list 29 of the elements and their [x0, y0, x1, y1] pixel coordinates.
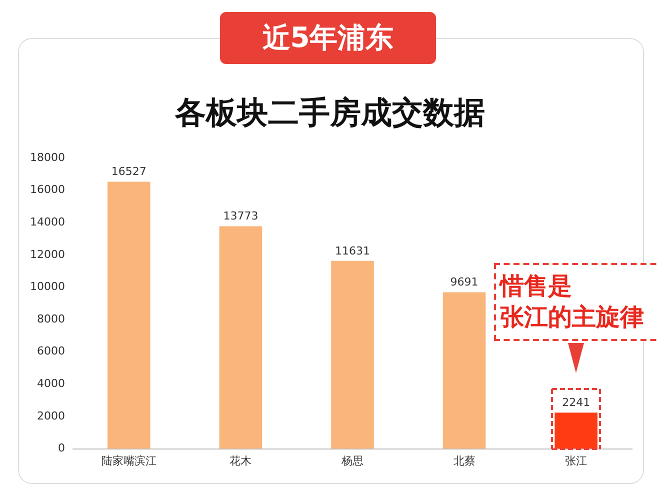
y-tick-label: 2000: [36, 409, 65, 422]
data-label: 16527: [111, 165, 146, 178]
y-tick-label: 8000: [36, 312, 65, 326]
data-label: 9691: [450, 276, 478, 289]
y-tick-label: 4000: [36, 377, 65, 390]
data-label: 2241: [562, 396, 590, 409]
x-tick-label: 杨思: [340, 454, 364, 468]
bar: [554, 412, 598, 449]
annotation: 张江的主旋律: [500, 302, 646, 333]
x-tick-label: 张江: [565, 454, 588, 468]
annotation: 惜售是: [500, 270, 574, 302]
bar: [331, 260, 374, 449]
x-tick-label: 花木: [230, 454, 252, 468]
x-tick-label: 北蔡: [453, 454, 476, 468]
y-tick-label: 16000: [30, 183, 65, 196]
y-tick-label: 12000: [30, 248, 65, 261]
y-tick-label: 14000: [30, 215, 65, 228]
y-tick-label: 0: [58, 442, 65, 455]
y-tick-label: 10000: [30, 280, 65, 294]
bar: [219, 226, 262, 449]
chart-title: 近5年浦东: [220, 12, 436, 64]
y-tick-label: 18000: [30, 150, 65, 164]
bar: [108, 182, 150, 449]
chart-subtitle: 各板块二手房成交数据: [174, 94, 486, 133]
y-tick-label: 6000: [36, 344, 65, 358]
x-tick-label: 陆家嘴滨江: [101, 454, 156, 468]
data-label: 11631: [334, 244, 370, 258]
data-label: 13773: [223, 210, 258, 223]
bar: [442, 292, 486, 449]
